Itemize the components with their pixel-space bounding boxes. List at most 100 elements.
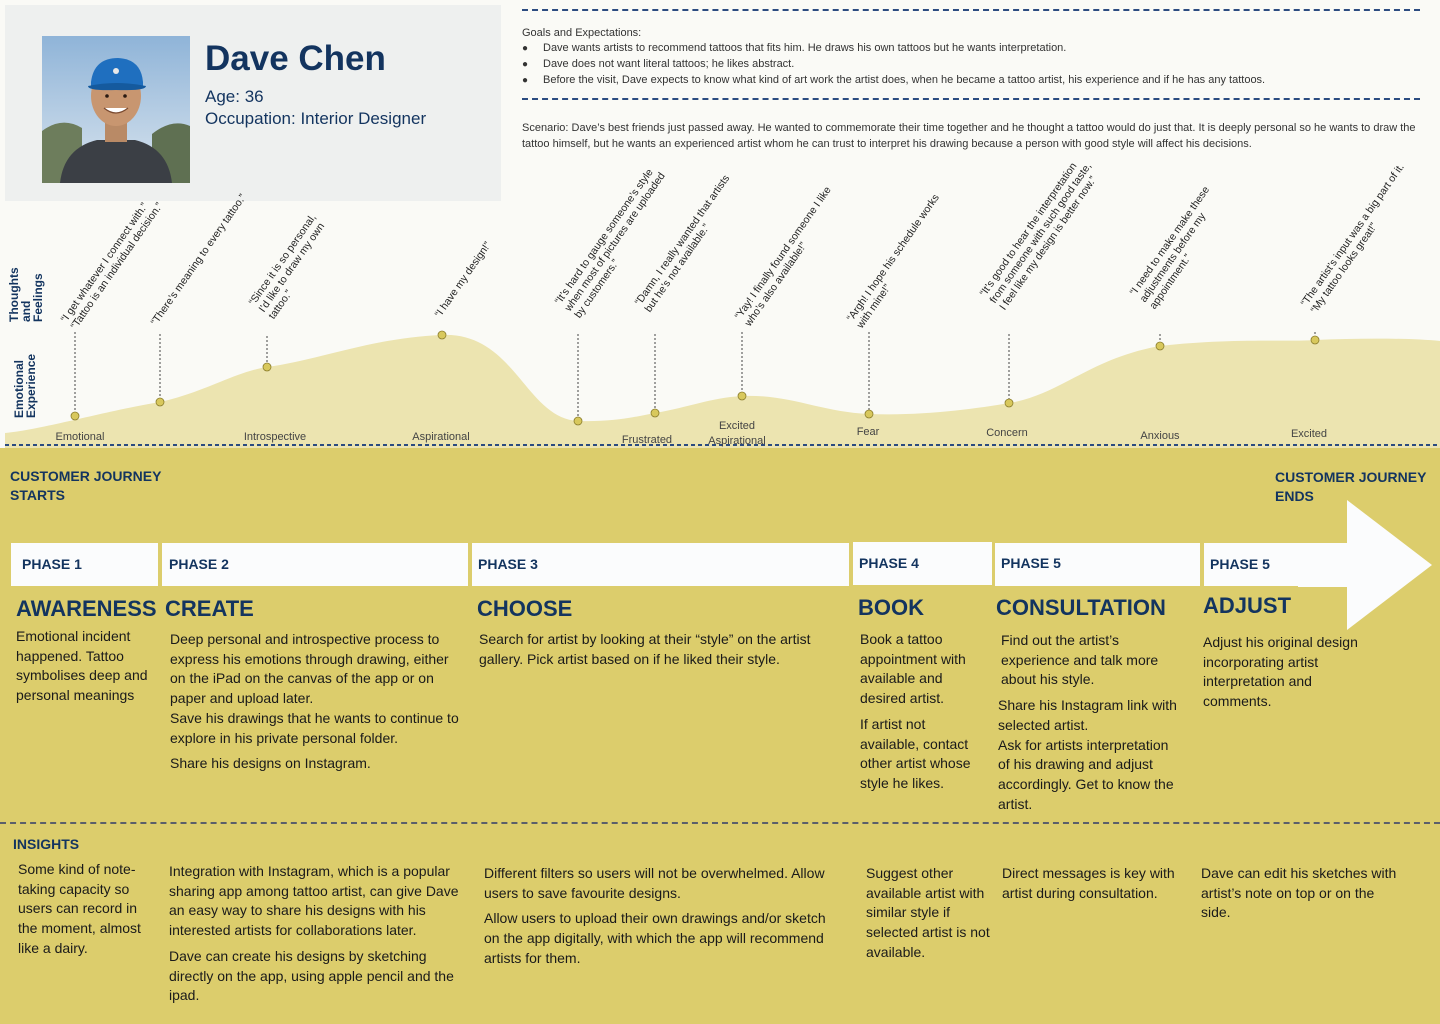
divider: [522, 9, 1420, 11]
goals-and-scenario: Goals and Expectations: ● Dave wants arti…: [522, 0, 1420, 170]
phase-title: CHOOSE: [477, 596, 573, 621]
phase-description: Search for artist by looking at their “s…: [479, 630, 839, 669]
emotion-label: Introspective: [244, 431, 306, 443]
phase-description: Adjust his original design incorporating…: [1203, 633, 1363, 712]
emotion-point: [155, 397, 165, 407]
quote-text: “I get whatever I connect with.”“Tattoo …: [59, 193, 166, 331]
insight-text: Allow users to upload their own drawings…: [484, 910, 826, 966]
emotion-point: [650, 408, 660, 418]
phase-bar: [11, 543, 158, 586]
persona-age: Age: 36: [205, 87, 264, 106]
description-text: Search for artist by looking at their “s…: [479, 631, 811, 667]
quote-text: “Since it is so personal,I’d like to dra…: [247, 212, 339, 322]
description-text: Adjust his original design incorporating…: [1203, 634, 1358, 710]
phase-title: ADJUST: [1203, 593, 1292, 618]
description-text: Save his drawings that he wants to conti…: [170, 709, 459, 746]
phase-bar: [995, 543, 1200, 586]
bullet-icon: ●: [522, 75, 529, 86]
insight-block: Direct messages is key with artist durin…: [1002, 864, 1182, 903]
emotion-point: [70, 411, 80, 421]
phase-label: PHASE 1: [22, 556, 82, 572]
quote-text: “Yay! I finally found someone I likewho’…: [732, 184, 844, 329]
emotion-label: Excited Aspirational: [708, 420, 765, 447]
persona-photo: [42, 36, 190, 183]
phase-title: AWARENESS: [16, 596, 157, 621]
description-text: Share his Instagram link with selected a…: [998, 697, 1177, 733]
quote-text: “Argh! I hope his schedule workswith min…: [844, 192, 952, 331]
quote-text: “The artist’s input was a big part of it…: [1299, 161, 1417, 315]
phase-bar: [853, 542, 992, 585]
phase-bar: [472, 543, 849, 586]
emotion-point: [1310, 335, 1320, 345]
insight-block: Suggest other available artist with simi…: [866, 864, 998, 963]
phase-label: PHASE 4: [859, 555, 919, 571]
emotion-label: Fear: [857, 426, 880, 438]
emotion-label: Excited: [1291, 428, 1327, 440]
insights-heading: INSIGHTS: [13, 836, 80, 852]
emotion-point: [437, 330, 447, 340]
insight-text: Dave can create his designs by sketching…: [169, 947, 454, 1004]
insight-block: Some kind of note-taking capacity so use…: [18, 860, 153, 959]
emotion-point: [737, 391, 747, 401]
quote-text: “It’s good to hear the interpretationfro…: [978, 154, 1104, 313]
phase-label: PHASE 5: [1210, 556, 1270, 572]
emotion-point: [573, 416, 583, 426]
insight-block: Different filters so users will not be o…: [484, 864, 844, 969]
divider: [522, 98, 1420, 100]
description-text: Deep personal and introspective process …: [170, 631, 449, 707]
emotion-curve-chart: “I get whatever I connect with.”“Tattoo …: [5, 160, 1440, 448]
phase-bar: [162, 543, 468, 586]
goal-text: Dave wants artists to recommend tattoos …: [543, 42, 1067, 54]
emotion-label: Anxious: [1140, 430, 1180, 442]
description-text: Find out the artist’s experience and tal…: [1001, 632, 1159, 688]
goal-item: ● Dave wants artists to recommend tattoos…: [522, 42, 1066, 54]
emotion-label: Emotional: [56, 431, 105, 443]
phase-description: Deep personal and introspective process …: [170, 630, 466, 774]
phase-description: Book a tattoo appointment with available…: [860, 630, 985, 794]
goal-text: Before the visit, Dave expects to know w…: [543, 74, 1266, 86]
insight-text: Dave can edit his sketches with artist’s…: [1201, 865, 1397, 921]
insight-text: Direct messages is key with artist durin…: [1002, 865, 1175, 901]
phase-bar: [1204, 543, 1348, 586]
emotion-label: Aspirational: [412, 431, 469, 443]
goal-item: ● Before the visit, Dave expects to know …: [522, 74, 1265, 86]
insight-block: Dave can edit his sketches with artist’s…: [1201, 864, 1401, 923]
emotion-point: [1155, 341, 1165, 351]
description-text: If artist not available, contact other a…: [860, 715, 971, 791]
emotion-point: [262, 362, 272, 372]
phase-label: PHASE 3: [478, 556, 538, 572]
phase-label: PHASE 5: [1001, 555, 1061, 571]
emotion-point: [864, 409, 874, 419]
insight-text: Some kind of note-taking capacity so use…: [18, 861, 141, 956]
scenario-text: Scenario: Dave’s best friends just passe…: [522, 122, 1416, 150]
insight-text: Integration with Instagram, which is a p…: [169, 863, 459, 939]
bullet-icon: ●: [522, 59, 529, 70]
goal-text: Dave does not want literal tattoos; he l…: [543, 58, 795, 70]
emotion-area: [5, 334, 1440, 448]
journey-start-label: CUSTOMER JOURNEY STARTS: [10, 468, 162, 503]
divider: [0, 822, 1440, 824]
bullet-icon: ●: [522, 43, 529, 54]
persona-card: Dave Chen Age: 36 Occupation: Interior D…: [5, 5, 501, 201]
phase-title: BOOK: [858, 595, 924, 620]
phase-title: CREATE: [165, 596, 254, 621]
goal-item: ● Dave does not want literal tattoos; he …: [522, 58, 794, 70]
description-text: Emotional incident happened. Tattoo symb…: [16, 628, 148, 704]
phase-description: Emotional incident happened. Tattoo symb…: [16, 627, 161, 706]
persona-occupation: Occupation: Interior Designer: [205, 109, 427, 128]
insight-block: Integration with Instagram, which is a p…: [169, 862, 469, 1006]
emotion-point: [1004, 398, 1014, 408]
persona-name: Dave Chen: [205, 39, 386, 78]
description-text: Share his designs on Instagram.: [170, 755, 371, 772]
emotion-label: Concern: [986, 427, 1028, 439]
quote-text: “I need to make make theseadjustments be…: [1128, 184, 1232, 311]
journey-arrow-icon: [1298, 500, 1432, 630]
emotion-label: Frustrated: [622, 434, 672, 446]
description-text: Ask for artists interpretation of his dr…: [998, 736, 1174, 812]
quote-text: “There’s meaning to every tattoo.”: [149, 192, 249, 328]
quote-text: “I have my design!”: [433, 239, 494, 319]
phase-description: Find out the artist’s experience and tal…: [998, 631, 1183, 814]
insight-text: Different filters so users will not be o…: [484, 865, 825, 901]
goals-title: Goals and Expectations:: [522, 27, 642, 39]
